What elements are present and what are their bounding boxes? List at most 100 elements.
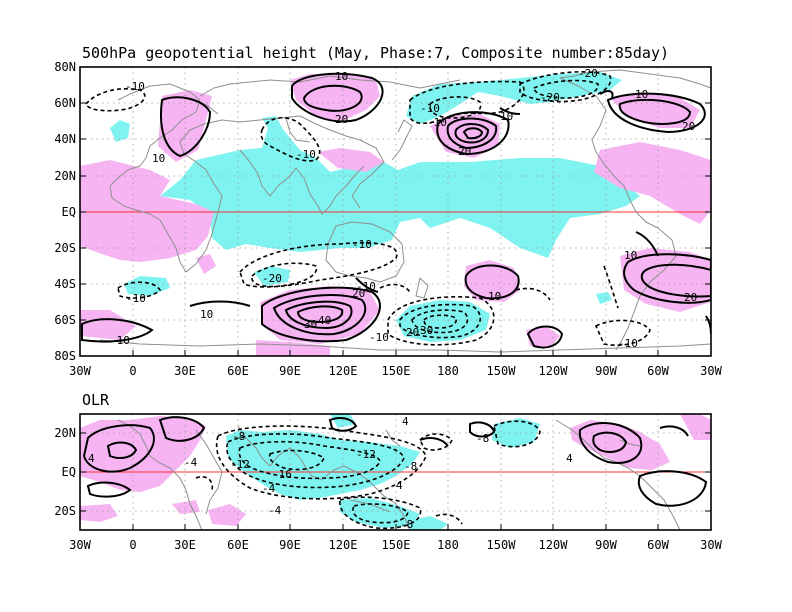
contour-neg-10-south-central-pacific: [515, 287, 551, 301]
lon-label: 30W: [700, 364, 722, 378]
contour-neg-20-arctic: [533, 79, 599, 99]
height-contour-label: 10: [152, 152, 165, 165]
olr-contour-label: -8: [400, 518, 413, 531]
contour-pos-30-south-indian: [284, 300, 353, 330]
lat-label: 60N: [54, 96, 76, 110]
height-contour-label: 10: [635, 88, 648, 101]
lon-label: 30E: [174, 364, 196, 378]
height-contour-label: -10: [352, 238, 372, 251]
lon-label: 180: [437, 364, 459, 378]
olr-contour-label: -12: [356, 448, 376, 461]
height-contour-label: 10: [500, 110, 513, 123]
contour-neg-10-south-atlantic: [117, 281, 162, 299]
lon-label: 150E: [382, 364, 411, 378]
contour-pos-40-south-indian: [296, 305, 344, 324]
height-contour-label: 20: [682, 120, 695, 133]
olr-contour-label: -8: [476, 432, 489, 445]
lon-label: 60E: [227, 538, 249, 552]
contour-pos-10-greenland: [599, 90, 614, 99]
height-contour-label: -10: [618, 337, 638, 350]
olr-contour-label: -8: [232, 430, 245, 443]
height-contour-label: -10: [126, 292, 146, 305]
lon-label: 30W: [700, 538, 722, 552]
contour-neg-10-tasman: [379, 283, 411, 293]
height-contour-label: 20: [684, 291, 697, 304]
olr-contour-label: 4: [566, 452, 573, 465]
lon-label: 150W: [487, 364, 517, 378]
height-contour-label: -20: [262, 272, 282, 285]
lon-label: 30W: [69, 538, 91, 552]
olr-coastlines: [117, 419, 681, 530]
contour-neg-10-south-pacific: [387, 296, 495, 346]
contour-neg-10-southeast-pacific: [594, 319, 651, 346]
olr-contour-label: -16: [272, 468, 292, 481]
lat-label: 20S: [54, 504, 76, 518]
negative-anomaly-shading: [110, 72, 640, 342]
lon-label: 0: [129, 364, 136, 378]
height-lon-labels: 30W 0 30E 60E 90E 120E 150E 180 150W 120…: [69, 364, 722, 378]
height-contour-label: -10: [427, 116, 447, 129]
lon-label: 150E: [382, 538, 411, 552]
olr-contour-label: 4: [88, 452, 95, 465]
height-contour-label: 30: [420, 324, 433, 337]
height-contour-label: 20: [458, 145, 471, 158]
height-contour-label: -10: [125, 80, 145, 93]
contour-pos-10-south-indian: [261, 286, 381, 343]
height-contour-label: 30: [304, 318, 317, 331]
contour-neg-10-northeast-asia: [409, 80, 525, 125]
olr-lat-labels: 20N EQ 20S: [54, 426, 76, 518]
lon-label: 150W: [487, 538, 517, 552]
height-contours: [81, 71, 711, 349]
olr-panel-title: OLR: [82, 391, 110, 409]
height-gridlines: [80, 67, 711, 356]
height-contour-label: 10: [488, 290, 501, 303]
contour-neg-10-east-pacific: [603, 265, 619, 309]
lat-label: 60S: [54, 313, 76, 327]
contour-pos-10-australia: [355, 277, 379, 293]
olr-gridlines: [80, 414, 711, 530]
height-coastlines: [99, 69, 711, 353]
contour-pos-10-eurasia: [291, 72, 384, 123]
lon-label: 60W: [647, 538, 669, 552]
height-contour-label: 20: [406, 326, 419, 339]
lon-label: 30E: [174, 538, 196, 552]
olr-negative-shading: [226, 414, 540, 530]
contour-neg-10-atlantic: [85, 88, 146, 112]
height-contour-label: -10: [110, 334, 130, 347]
height-contour-label: -10: [356, 280, 376, 293]
olr-contour-label: -12: [230, 458, 250, 471]
lat-label: 80S: [54, 349, 76, 363]
lon-label: 120E: [329, 538, 358, 552]
lon-label: 120W: [539, 538, 569, 552]
contour-pos-10-south-pacific: [464, 264, 520, 300]
contour-pos-30-pacific: [454, 123, 490, 144]
lon-label: 90W: [595, 364, 617, 378]
lat-label: 40S: [54, 277, 76, 291]
lat-label: 20N: [54, 426, 76, 440]
contour-pos-20-atlantic-north: [618, 98, 692, 125]
height-contour-label: 20: [335, 113, 348, 126]
height-map: 10 -10 20 -20 10 -10 10 20 -10 -10 10 30…: [80, 67, 711, 356]
contour-pos-20-eurasia: [302, 84, 363, 112]
height-contour-label: -10: [296, 148, 316, 161]
contour-pos-10-south-east-pacific: [526, 325, 564, 349]
contour-pos-40-pacific: [462, 127, 484, 140]
contour-neg-10-caspian: [260, 117, 321, 162]
height-contour-label: 10: [200, 308, 213, 321]
olr-contour-label: 4: [396, 479, 403, 492]
height-contour-label: -10: [369, 331, 389, 344]
olr-contours: [82, 416, 708, 530]
lon-label: 120W: [539, 364, 569, 378]
contour-pos-10-north-pacific: [499, 107, 521, 115]
contour-pos-10-south-indian-west: [189, 300, 251, 307]
olr-contour-label: -8: [404, 460, 417, 473]
contour-neg-20-northeast-asia: [428, 96, 482, 119]
height-lat-labels: 80N 60N 40N 20N EQ 20S 40S 60S 80S: [54, 60, 76, 363]
height-contour-label: 10: [624, 249, 637, 262]
contour-neg-30-south-pacific: [411, 309, 469, 334]
height-contour-labels: 10 -10 20 -20 10 -10 10 20 -10 -10 10 30…: [110, 67, 697, 350]
height-axis-ticks: [80, 66, 711, 357]
lon-label: 90W: [595, 538, 617, 552]
lat-label: EQ: [62, 465, 76, 479]
